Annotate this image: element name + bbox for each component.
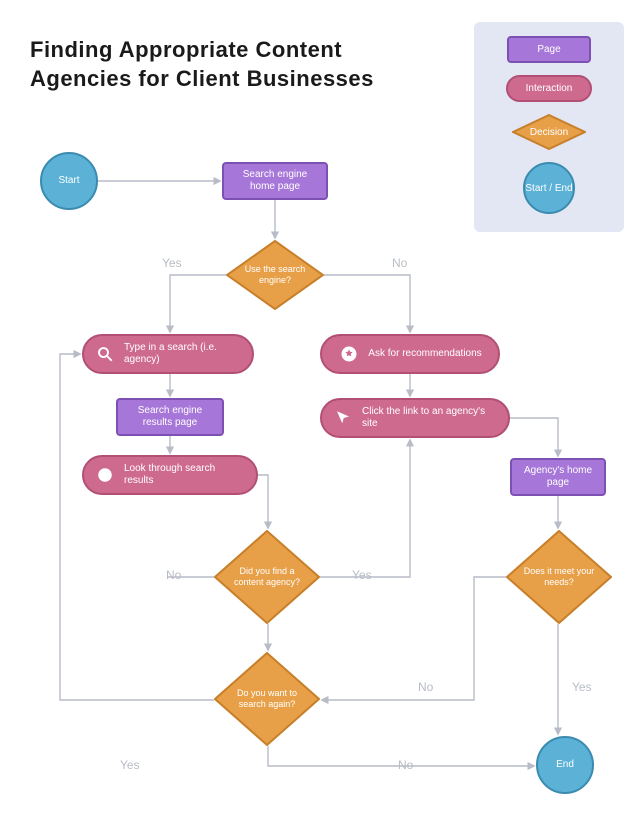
legend-decision: Decision (512, 114, 586, 150)
legend-page: Page (507, 36, 590, 63)
node-start: Start (40, 152, 98, 210)
node-find-agency: Did you find a content agency? (214, 530, 320, 624)
chat-icon (338, 343, 360, 365)
node-type-search: Type in a search (i.e. agency) (82, 334, 254, 374)
node-meets-needs-label: Does it meet your needs? (506, 566, 612, 588)
dot-icon (94, 464, 116, 486)
node-end: End (536, 736, 594, 794)
edge-label-find-yes: Yes (352, 568, 372, 582)
legend-panel: Page Interaction Decision Start / End (474, 22, 624, 232)
node-look-results: Look through search results (82, 455, 258, 495)
edge-label-again-no: No (398, 758, 413, 772)
search-icon (94, 343, 116, 365)
node-look-results-label: Look through search results (124, 463, 246, 487)
node-ask-recs-label: Ask for recommendations (368, 348, 481, 360)
node-end-label: End (556, 759, 574, 771)
node-use-engine: Use the search engine? (226, 240, 324, 310)
node-find-agency-label: Did you find a content agency? (214, 566, 320, 588)
node-results-page: Search engine results page (116, 398, 224, 436)
node-start-label: Start (58, 175, 79, 187)
node-results-page-label: Search engine results page (124, 405, 216, 429)
node-click-link-label: Click the link to an agency's site (362, 406, 498, 430)
node-agency-home: Agency's home page (510, 458, 606, 496)
edge-label-find-no: No (166, 568, 181, 582)
legend-start-end: Start / End (523, 162, 575, 214)
node-type-search-label: Type in a search (i.e. agency) (124, 342, 242, 366)
node-search-home: Search engine home page (222, 162, 328, 200)
node-agency-home-label: Agency's home page (518, 465, 598, 489)
edge-label-needs-yes: Yes (572, 680, 592, 694)
edge-label-again-yes: Yes (120, 758, 140, 772)
node-meets-needs: Does it meet your needs? (506, 530, 612, 624)
edge-label-needs-no: No (418, 680, 433, 694)
node-search-home-label: Search engine home page (230, 169, 320, 193)
edge-label-use-yes: Yes (162, 256, 182, 270)
legend-interaction: Interaction (506, 75, 593, 102)
cursor-icon (332, 407, 354, 429)
node-use-engine-label: Use the search engine? (226, 264, 324, 286)
node-search-again-label: Do you want to search again? (214, 688, 320, 710)
page-title: Finding Appropriate Content Agencies for… (30, 36, 390, 93)
legend-decision-label: Decision (530, 127, 568, 138)
node-click-link: Click the link to an agency's site (320, 398, 510, 438)
edge-label-use-no: No (392, 256, 407, 270)
node-search-again: Do you want to search again? (214, 652, 320, 746)
node-ask-recs: Ask for recommendations (320, 334, 500, 374)
